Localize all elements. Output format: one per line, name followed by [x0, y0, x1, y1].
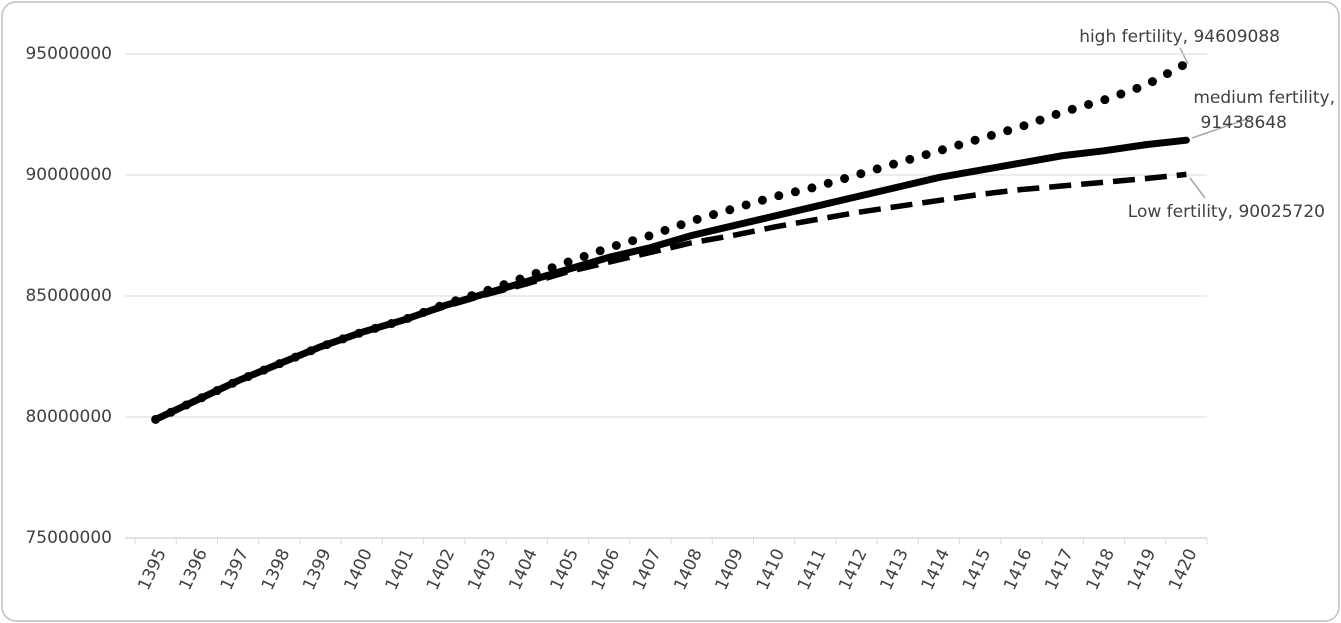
y-tick-label: 75000000	[25, 528, 112, 548]
label-name: medium fertility	[1193, 88, 1329, 108]
data-label: Low fertility, 90025720	[1128, 202, 1325, 222]
label-value: 94609088	[1193, 27, 1280, 47]
label-value: 91438648	[1200, 113, 1287, 133]
series-line	[151, 58, 1191, 424]
data-label: medium fertility,	[1193, 88, 1335, 108]
y-tick-label: 95000000	[25, 44, 112, 64]
leader-line	[1189, 177, 1206, 199]
y-tick-label: 90000000	[25, 165, 112, 185]
y-tick-label: 85000000	[25, 286, 112, 306]
label-name: Low fertility	[1128, 202, 1228, 222]
leader-line	[1191, 117, 1251, 139]
leader-line	[1179, 47, 1189, 65]
series-line	[154, 171, 1187, 422]
label-value: 90025720	[1238, 202, 1325, 222]
y-tick-label: 80000000	[25, 407, 112, 427]
label-name: high fertility	[1079, 27, 1182, 47]
data-label: high fertility, 94609088	[1079, 27, 1280, 47]
